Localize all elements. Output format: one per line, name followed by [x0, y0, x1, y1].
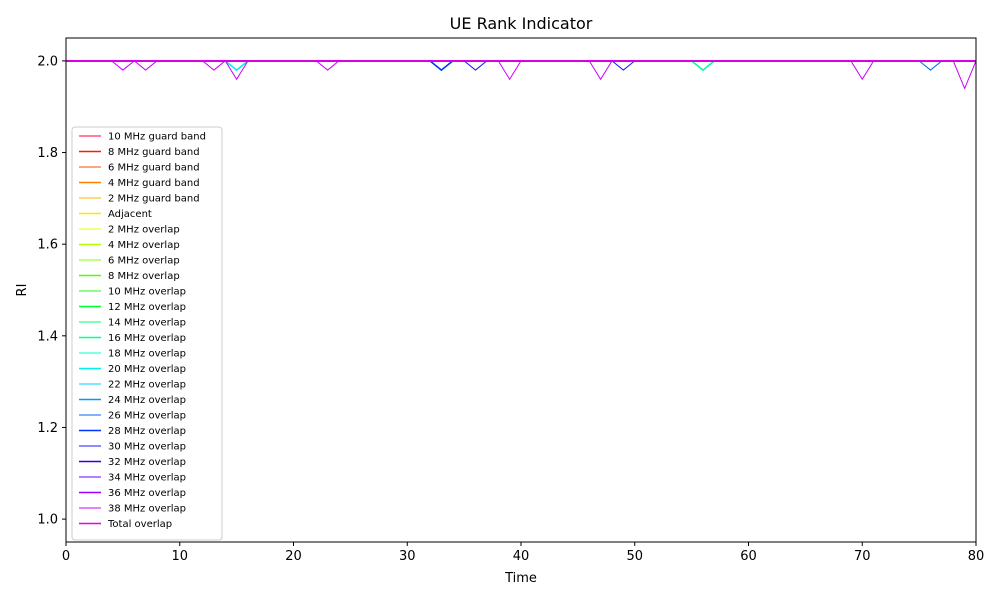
y-tick-label: 1.6 [37, 238, 58, 253]
legend-label: 30 MHz overlap [108, 442, 186, 453]
legend-label: 2 MHz guard band [108, 194, 200, 205]
x-tick-label: 30 [399, 549, 416, 564]
y-tick-label: 1.0 [37, 513, 58, 528]
legend-label: Total overlap [107, 519, 172, 530]
legend-label: 24 MHz overlap [108, 395, 186, 406]
legend-label: 36 MHz overlap [108, 488, 186, 499]
legend-label: 6 MHz overlap [108, 256, 180, 267]
x-tick-label: 0 [62, 549, 70, 564]
legend-label: 2 MHz overlap [108, 225, 180, 236]
y-tick-label: 1.8 [37, 146, 58, 161]
series-line [66, 60, 976, 71]
legend-label: 12 MHz overlap [108, 302, 186, 313]
series-line [66, 60, 976, 72]
series-layer [66, 60, 977, 90]
legend-label: 8 MHz guard band [108, 147, 200, 158]
legend-label: 22 MHz overlap [108, 380, 186, 391]
legend-label: 34 MHz overlap [108, 473, 186, 484]
legend-label: Adjacent [108, 209, 152, 220]
legend-label: 4 MHz overlap [108, 240, 180, 251]
x-tick-label: 50 [626, 549, 643, 564]
legend-label: 4 MHz guard band [108, 178, 200, 189]
legend-label: 14 MHz overlap [108, 318, 186, 329]
chart-title: UE Rank Indicator [450, 14, 593, 33]
legend: 10 MHz guard band 8 MHz guard band 6 MHz g… [71, 126, 223, 541]
x-tick-label: 60 [740, 549, 757, 564]
x-tick-label: 10 [171, 549, 188, 564]
y-tick-label: 1.4 [37, 329, 58, 344]
legend-label: 20 MHz overlap [108, 364, 186, 375]
x-tick-label: 40 [513, 549, 530, 564]
x-axis-label: Time [504, 571, 537, 586]
legend-label: 38 MHz overlap [108, 504, 186, 515]
legend-label: 10 MHz guard band [108, 132, 206, 143]
x-tick-label: 80 [968, 549, 985, 564]
legend-label: 18 MHz overlap [108, 349, 186, 360]
legend-label: 8 MHz overlap [108, 271, 180, 282]
y-axis-label: RI [15, 284, 30, 297]
y-tick-label: 2.0 [37, 54, 58, 69]
y-tick-label: 1.2 [37, 421, 58, 436]
series-line [66, 60, 976, 72]
legend-label: 32 MHz overlap [108, 457, 186, 468]
legend-box [71, 126, 223, 541]
series-line [66, 60, 976, 71]
legend-label: 6 MHz guard band [108, 163, 200, 174]
legend-label: 26 MHz overlap [108, 411, 186, 422]
legend-label: 28 MHz overlap [108, 426, 186, 437]
legend-label: 10 MHz overlap [108, 287, 186, 298]
x-tick-label: 20 [285, 549, 302, 564]
series-line [66, 60, 977, 90]
x-tick-label: 70 [854, 549, 871, 564]
legend-label: 16 MHz overlap [108, 333, 186, 344]
axes-layer: 0 10 20 30 40 50 60 70 80 1.0 1.2 1.4 1.6 1.8 2.0 [37, 37, 985, 564]
series-line [66, 60, 976, 72]
